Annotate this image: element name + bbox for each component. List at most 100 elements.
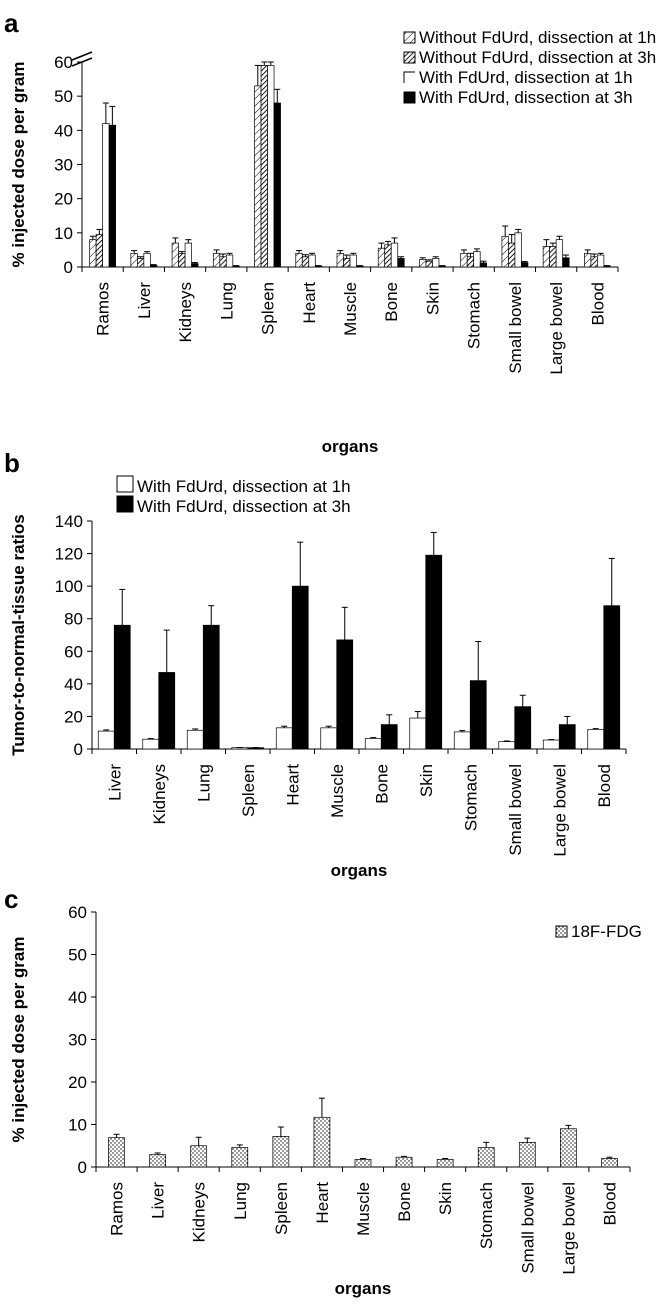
category-label: Muscle [354,1182,373,1236]
bar [260,65,268,268]
y-tick-label: 60 [68,903,87,922]
legend-swatch [116,475,134,493]
y-tick-label: 140 [55,512,83,531]
category-label: Blood [600,1182,619,1225]
legend-label: With FdUrd, dissection at 1h [419,68,633,87]
bar [184,242,192,268]
panel-a-letter: a [4,8,19,38]
bar [542,246,551,268]
y-tick-label: 120 [55,545,83,564]
bar [425,260,433,268]
category-label: Lung [217,282,236,320]
category-label: Stomach [477,1182,496,1249]
bar [336,639,354,750]
y-tick-label: 20 [68,1073,87,1092]
bar [597,254,605,268]
category-label: Lung [231,1182,250,1220]
bar [397,258,405,268]
bar [477,1147,495,1168]
category-label: Lung [194,764,213,802]
bar [272,1136,290,1168]
category-label: Kidneys [150,764,169,824]
category-label: Skin [417,764,436,797]
bar [190,1145,208,1168]
bar [320,727,338,750]
bar [590,256,598,268]
y-tick-label: 20 [64,707,83,726]
bar [113,624,131,750]
category-label: Large bowel [559,1182,578,1275]
y-tick-label: 80 [64,610,83,629]
legend-label: With FdUrd, dissection at 3h [419,88,633,107]
category-label: Large bowel [550,764,569,857]
bar [95,234,103,268]
y-tick-label: 60 [64,642,83,661]
bar [469,680,487,750]
bar [432,258,440,268]
bar [542,739,560,750]
bar [186,729,204,750]
bar [584,252,592,268]
bar [231,1147,249,1168]
bar [514,232,522,268]
y-axis-title: % injected dose per gram [9,937,28,1143]
y-tick-label: 50 [54,87,73,106]
bar [466,256,475,268]
bar [601,1158,618,1168]
y-tick-label: 60 [54,53,73,72]
bar [349,254,357,268]
bar [409,717,427,750]
y-tick-label: 40 [64,675,83,694]
category-label: Stomach [465,282,484,349]
panel-c-letter: c [4,884,18,914]
legend-label: Without FdUrd, dissection at 3h [419,48,656,67]
bar [301,256,310,268]
y-tick-label: 30 [54,156,73,175]
category-label: Ramos [108,1182,127,1236]
category-label: Heart [283,764,302,806]
bar [425,554,443,750]
y-tick-label: 30 [68,1031,87,1050]
bar [313,1116,331,1168]
bar [291,585,309,750]
legend-swatch [403,71,415,83]
category-label: Stomach [461,764,480,831]
bar [419,259,427,268]
bar [295,252,303,268]
bar [453,731,471,750]
bar [202,624,220,750]
category-label: Kidneys [176,282,195,342]
bar [308,254,316,268]
category-label: Small bowel [506,282,525,374]
panel-a-chart: a 0 10 20 30 40 50 60 Ramos Liver Kidneys Lung Sple… [4,8,656,456]
bar [89,239,97,268]
bar [254,85,262,268]
bar [343,258,351,268]
bar [108,124,116,268]
category-label: Blood [595,764,614,807]
category-label: Skin [436,1182,455,1215]
bar [364,738,382,750]
x-axis-title: organs [335,1279,392,1298]
bar [171,242,179,268]
panel-b-letter: b [4,448,20,478]
category-label: Spleen [259,282,278,335]
bar [498,741,516,750]
bar [380,724,398,750]
bar [377,247,386,268]
bar [149,1154,166,1168]
legend-swatch [403,51,416,64]
bar [225,254,234,268]
bar [558,724,576,750]
bar [178,252,186,268]
category-label: Liver [149,1182,168,1219]
category-label: Liver [105,764,124,801]
bar [354,1158,372,1168]
category-label: Ramos [94,282,113,336]
legend-label: With FdUrd, dissection at 1h [137,477,351,496]
x-axis-title: organs [331,861,388,880]
category-label: Bone [395,1182,414,1222]
y-tick-label: 40 [54,121,73,140]
category-label: Heart [313,1182,332,1224]
legend-swatch [403,91,416,104]
